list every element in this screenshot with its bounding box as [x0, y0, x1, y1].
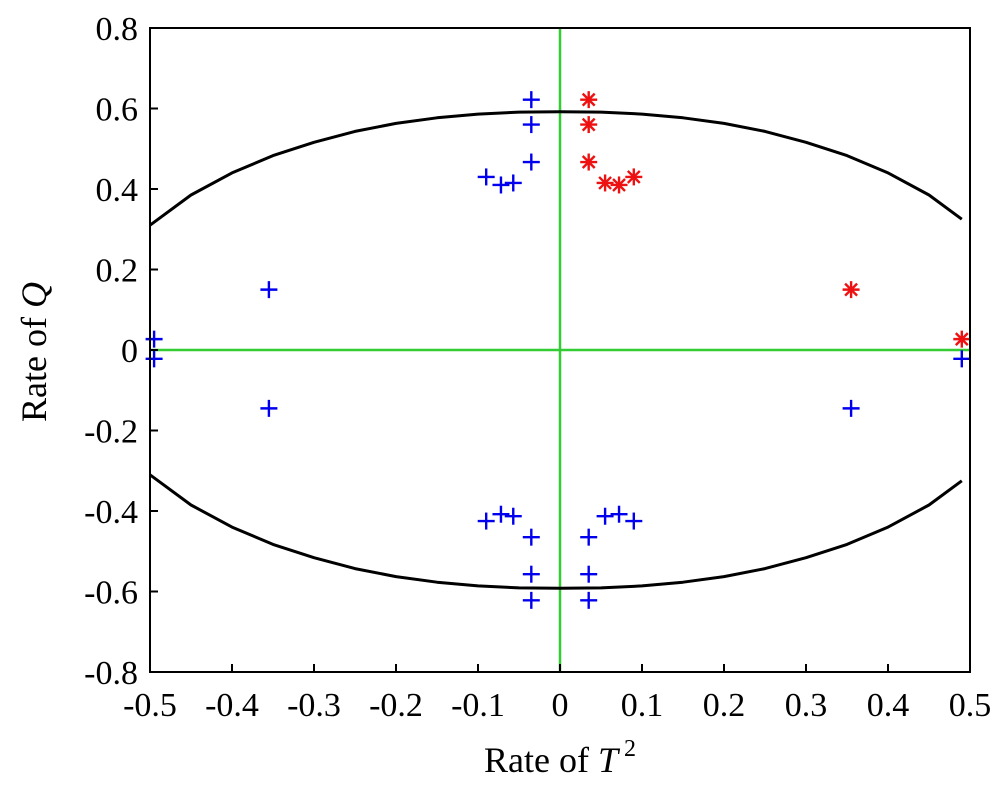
- x-tick-label: -0.5: [123, 687, 177, 724]
- data-point: [492, 176, 510, 194]
- x-axis: -0.5 -0.4 -0.3 -0.2 -0.1 0 0.1 0.2 0.3 0.4 0.5: [123, 664, 991, 724]
- data-point: [953, 330, 971, 348]
- y-axis-title: Rate of Q: [14, 282, 54, 422]
- y-axis-title-prefix: Rate of: [14, 308, 54, 422]
- data-point: [596, 174, 614, 192]
- data-point: [145, 350, 163, 368]
- x-axis-title-variable: T: [598, 740, 621, 780]
- data-point: [260, 281, 278, 299]
- x-tick-label: -0.4: [205, 687, 259, 724]
- data-point: [580, 528, 598, 546]
- y-tick-label: 0.8: [96, 11, 139, 48]
- data-point: [953, 350, 971, 368]
- data-point: [260, 399, 278, 417]
- y-tick-label: -0.6: [84, 575, 138, 612]
- data-point: [625, 168, 643, 186]
- data-point: [580, 591, 598, 609]
- data-point: [610, 176, 628, 194]
- data-point: [610, 505, 628, 523]
- data-point: [842, 399, 860, 417]
- y-tick-label: -0.4: [84, 494, 138, 531]
- x-tick-label: 0: [552, 687, 569, 724]
- data-point: [580, 153, 598, 171]
- y-tick-label: 0.2: [96, 253, 139, 290]
- x-tick-label: 0.5: [949, 687, 992, 724]
- y-tick-label: -0.2: [84, 414, 138, 451]
- data-point: [145, 330, 163, 348]
- y-tick-label: 0: [121, 333, 138, 370]
- upper-control-limit: [150, 110, 963, 227]
- data-point: [580, 116, 598, 134]
- data-point: [596, 507, 614, 525]
- x-tick-label: 0.1: [621, 687, 664, 724]
- x-tick-label: -0.2: [369, 687, 423, 724]
- data-point: [522, 153, 540, 171]
- x-axis-title-superscript: 2: [624, 736, 636, 762]
- data-point: [522, 116, 540, 134]
- data-point: [504, 174, 522, 192]
- y-axis: -0.8 -0.6 -0.4 -0.2 0 0.2 0.4 0.6 0.8: [84, 11, 158, 692]
- x-tick-label: 0.4: [867, 687, 910, 724]
- reference-lines: [150, 28, 970, 672]
- x-tick-label: 0.2: [703, 687, 746, 724]
- lower-control-limit: [150, 473, 963, 590]
- x-tick-label: -0.1: [451, 687, 505, 724]
- data-point: [522, 528, 540, 546]
- data-point: [580, 91, 598, 109]
- data-point: [522, 91, 540, 109]
- y-tick-label: -0.8: [84, 655, 138, 692]
- data-point: [504, 507, 522, 525]
- data-point: [625, 512, 643, 530]
- data-points: [145, 91, 971, 609]
- x-tick-label: -0.3: [287, 687, 341, 724]
- data-point: [580, 565, 598, 583]
- control-limit-curve: [150, 110, 963, 590]
- star-series: [580, 91, 971, 348]
- plus-series: [145, 91, 971, 609]
- data-point: [842, 281, 860, 299]
- x-tick-label: 0.3: [785, 687, 828, 724]
- data-point: [522, 591, 540, 609]
- y-tick-label: 0.6: [96, 92, 139, 129]
- y-axis-title-variable: Q: [14, 282, 54, 308]
- data-point: [477, 512, 495, 530]
- y-tick-label: 0.4: [96, 172, 139, 209]
- data-point: [477, 168, 495, 186]
- data-point: [492, 505, 510, 523]
- data-point: [522, 565, 540, 583]
- x-axis-title-prefix: Rate of: [484, 740, 598, 780]
